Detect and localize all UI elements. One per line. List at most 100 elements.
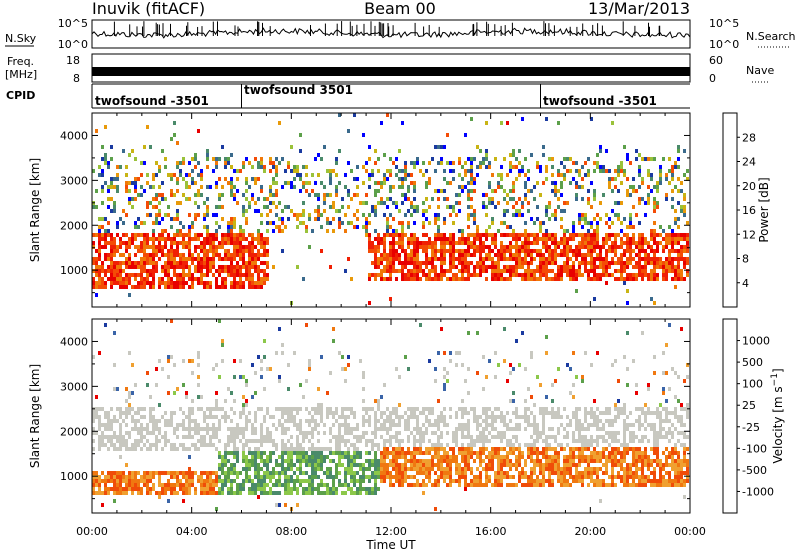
echo-cell xyxy=(443,471,446,475)
echo-cell xyxy=(164,435,167,439)
echo-cell xyxy=(281,459,284,463)
echo-cell xyxy=(245,399,248,403)
echo-cell xyxy=(674,257,677,261)
echo-cell xyxy=(410,201,413,205)
echo-cell xyxy=(116,475,119,479)
echo-cell xyxy=(398,423,401,427)
echo-cell xyxy=(197,129,200,133)
echo-cell xyxy=(611,249,614,253)
echo-cell xyxy=(284,467,287,471)
echo-cell xyxy=(647,273,650,277)
echo-cell xyxy=(392,455,395,459)
echo-cell xyxy=(638,197,641,201)
echo-cell xyxy=(290,415,293,419)
echo-cell xyxy=(263,253,266,257)
echo-cell xyxy=(176,201,179,205)
echo-cell xyxy=(401,479,404,483)
echo-cell xyxy=(563,177,566,181)
echo-cell xyxy=(179,221,182,225)
echo-cell xyxy=(191,371,194,375)
echo-cell xyxy=(359,475,362,479)
echo-cell xyxy=(485,257,488,261)
echo-cell xyxy=(629,253,632,257)
echo-cell xyxy=(476,145,479,149)
echo-cell xyxy=(422,451,425,455)
echo-cell xyxy=(602,237,605,241)
echo-cell xyxy=(131,205,134,209)
echo-cell xyxy=(143,265,146,269)
echo-cell xyxy=(629,237,632,241)
echo-cell xyxy=(410,161,413,165)
echo-cell xyxy=(395,407,398,411)
echo-cell xyxy=(116,245,119,249)
echo-cell xyxy=(107,241,110,245)
echo-cell xyxy=(92,415,95,419)
echo-cell xyxy=(113,281,116,285)
echo-cell xyxy=(512,233,515,237)
echo-cell xyxy=(470,213,473,217)
echo-cell xyxy=(170,471,173,475)
echo-cell xyxy=(569,249,572,253)
echo-cell xyxy=(653,185,656,189)
echo-cell xyxy=(98,351,101,355)
echo-cell xyxy=(104,233,107,237)
echo-cell xyxy=(416,205,419,209)
echo-cell xyxy=(674,249,677,253)
colorbar-tick-label: 12 xyxy=(742,228,756,241)
echo-cell xyxy=(422,431,425,435)
echo-cell xyxy=(533,249,536,253)
echo-cell xyxy=(401,471,404,475)
echo-cell xyxy=(251,459,254,463)
echo-cell xyxy=(119,427,122,431)
echo-cell xyxy=(581,213,584,217)
echo-cell xyxy=(599,257,602,261)
echo-cell xyxy=(107,197,110,201)
echo-cell xyxy=(308,479,311,483)
echo-cell xyxy=(113,491,116,495)
echo-cell xyxy=(440,265,443,269)
echo-cell xyxy=(110,281,113,285)
echo-cell xyxy=(101,479,104,483)
echo-cell xyxy=(512,229,515,233)
echo-cell xyxy=(170,245,173,249)
echo-cell xyxy=(161,229,164,233)
nsearch-tick-high: 10^5 xyxy=(709,17,739,30)
echo-cell xyxy=(491,241,494,245)
echo-cell xyxy=(608,261,611,265)
echo-cell xyxy=(356,491,359,495)
echo-cell xyxy=(206,249,209,253)
echo-cell xyxy=(563,201,566,205)
echo-cell xyxy=(434,443,437,447)
echo-cell xyxy=(452,245,455,249)
echo-cell xyxy=(515,249,518,253)
echo-cell xyxy=(158,427,161,431)
echo-cell xyxy=(284,483,287,487)
echo-cell xyxy=(317,487,320,491)
echo-cell xyxy=(434,245,437,249)
echo-cell xyxy=(509,277,512,281)
echo-cell xyxy=(305,435,308,439)
echo-cell xyxy=(287,451,290,455)
cpid-program-2: twofsound 3501 xyxy=(244,83,353,97)
echo-cell xyxy=(398,415,401,419)
echo-cell xyxy=(188,487,191,491)
echo-cell xyxy=(323,201,326,205)
echo-cell xyxy=(296,447,299,451)
echo-cell xyxy=(299,189,302,193)
echo-cell xyxy=(191,479,194,483)
echo-cell xyxy=(404,455,407,459)
echo-cell xyxy=(287,181,290,185)
echo-cell xyxy=(320,157,323,161)
echo-cell xyxy=(281,439,284,443)
echo-cell xyxy=(644,265,647,269)
echo-cell xyxy=(506,121,509,125)
echo-cell xyxy=(380,185,383,189)
echo-cell xyxy=(155,443,158,447)
echo-cell xyxy=(212,257,215,261)
echo-cell xyxy=(221,467,224,471)
echo-cell xyxy=(107,229,110,233)
echo-cell xyxy=(209,427,212,431)
echo-cell xyxy=(245,459,248,463)
echo-cell xyxy=(101,169,104,173)
echo-cell xyxy=(266,483,269,487)
